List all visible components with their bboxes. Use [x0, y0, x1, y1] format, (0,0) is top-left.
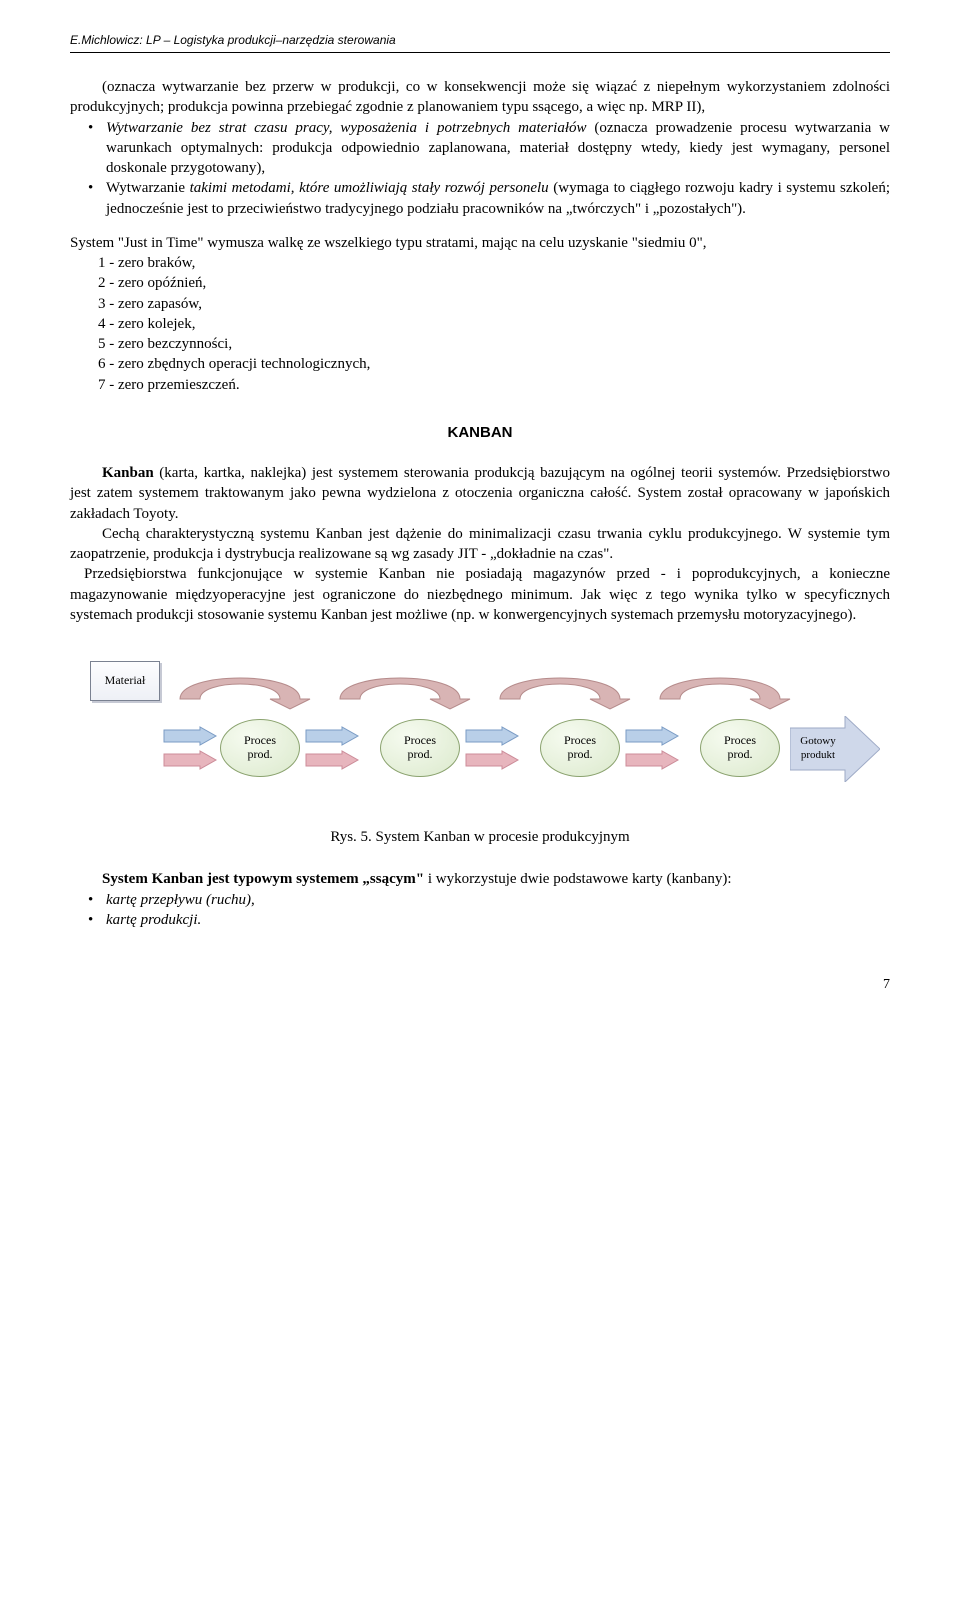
figure-caption: Rys. 5. System Kanban w procesie produkc… — [90, 827, 870, 847]
closing-bullet-text: kartę przepływu (ruchu) — [106, 892, 251, 908]
closing-bullets: kartę przepływu (ruchu), kartę produkcji… — [70, 890, 890, 931]
zeros-list: 1 - zero braków, 2 - zero opóźnień, 3 - … — [70, 253, 890, 395]
bullet-lead-plain: Wytwarzanie — [106, 180, 190, 196]
gotowy-l1: Gotowy — [800, 735, 836, 747]
bullet-lead-italic: takimi metodami, które umożliwiają stały… — [190, 180, 549, 196]
closing-rest: i wykorzystuje dwie podstawowe karty (ka… — [424, 871, 731, 887]
closing-paragraph: System Kanban jest typowym systemem „ssą… — [70, 869, 890, 889]
gotowy-l2: produkt — [801, 749, 835, 761]
final-product-node: Gotowy produkt — [790, 716, 880, 782]
kanban-p3: Przedsiębiorstwa funkcjonujące w systemi… — [70, 564, 890, 625]
intro-paragraph: (oznacza wytwarzanie bez przerw w produk… — [70, 77, 890, 118]
material-node: Materiał — [90, 661, 160, 701]
kanban-p2: Cechą charakterystyczną systemu Kanban j… — [70, 524, 890, 565]
kanban-p1: Kanban (karta, kartka, naklejka) jest sy… — [70, 463, 890, 524]
bullet-item: Wytwarzanie bez strat czasu pracy, wypos… — [88, 118, 890, 179]
closing-bullet-text: kartę produkcji. — [106, 912, 201, 928]
bullet-item: kartę przepływu (ruchu), — [88, 890, 890, 910]
page-header: E.Michlowicz: LP – Logistyka produkcji–n… — [70, 32, 890, 53]
zeros-item: 2 - zero opóźnień, — [98, 273, 890, 293]
zeros-item: 3 - zero zapasów, — [98, 294, 890, 314]
zeros-item: 7 - zero przemieszczeń. — [98, 375, 890, 395]
zeros-item: 5 - zero bezczynności, — [98, 334, 890, 354]
material-label: Materiał — [105, 674, 146, 688]
intro-bullets: Wytwarzanie bez strat czasu pracy, wypos… — [70, 118, 890, 219]
page-number: 7 — [70, 976, 890, 995]
flow-arrows — [90, 721, 790, 781]
bullet-item: kartę produkcji. — [88, 910, 890, 930]
zeros-item: 4 - zero kolejek, — [98, 314, 890, 334]
kanban-p1-body: (karta, kartka, naklejka) jest systemem … — [70, 465, 890, 522]
kanban-lead: Kanban — [102, 465, 154, 481]
jit-paragraph: System "Just in Time" wymusza walkę ze w… — [70, 233, 890, 253]
bullet-lead: Wytwarzanie bez strat czasu pracy, wypos… — [106, 120, 587, 136]
zeros-item: 1 - zero braków, — [98, 253, 890, 273]
closing-lead: System Kanban jest typowym systemem „ssą… — [102, 871, 424, 887]
zeros-item: 6 - zero zbędnych operacji technologiczn… — [98, 354, 890, 374]
return-arrows-row — [170, 661, 810, 711]
kanban-heading: KANBAN — [70, 423, 890, 443]
bullet-item: Wytwarzanie takimi metodami, które umożl… — [88, 178, 890, 219]
kanban-diagram: Materiał Proces prod. Proces prod. Proce… — [90, 661, 870, 847]
